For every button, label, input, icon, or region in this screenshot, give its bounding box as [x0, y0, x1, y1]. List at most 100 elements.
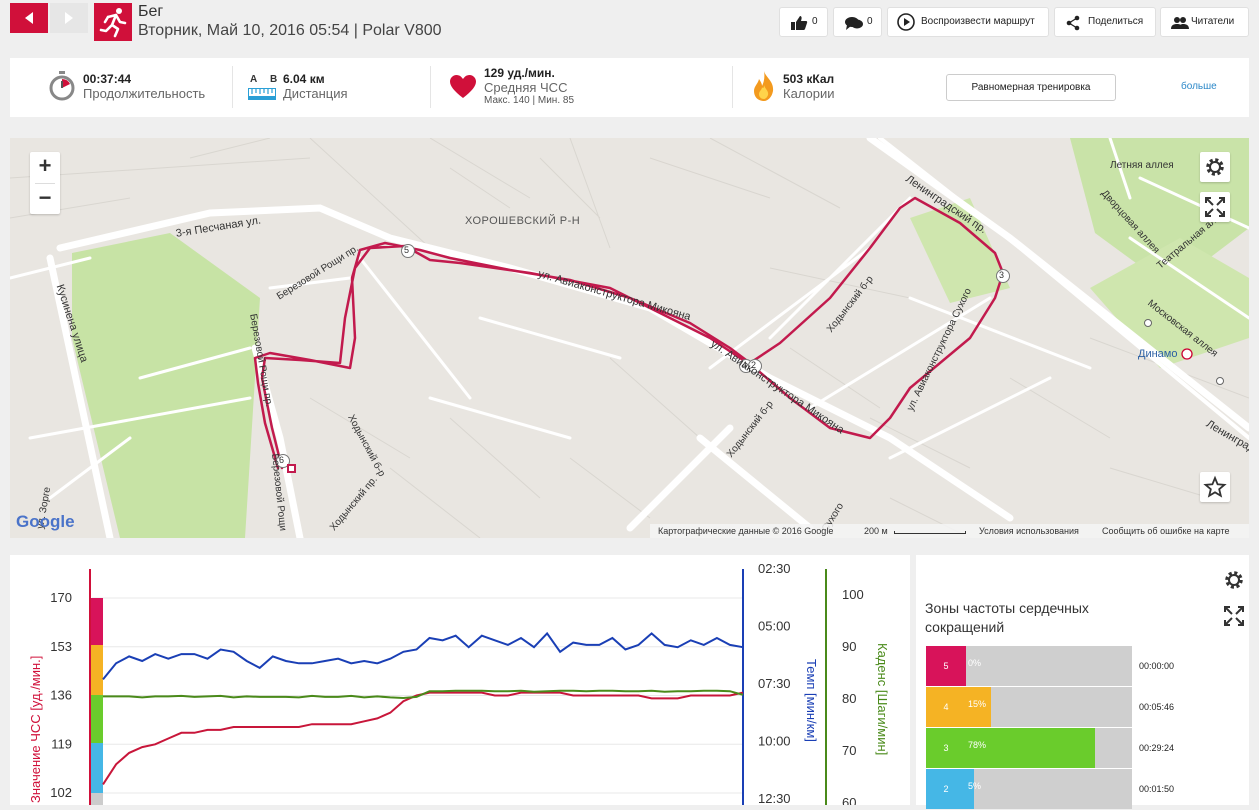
arrow-left-icon	[25, 12, 33, 24]
back-button[interactable]	[10, 3, 48, 33]
park-area	[1090, 238, 1249, 368]
flame-icon	[754, 71, 774, 101]
chart-settings-button[interactable]	[1220, 566, 1248, 594]
marker-label: 2	[751, 360, 757, 370]
zone-number: 4	[926, 687, 966, 727]
zone-number: 3	[926, 728, 966, 768]
zone-percent: 0%	[968, 658, 982, 668]
pace-tick-label: 05:00	[758, 619, 791, 634]
hr-series-line	[102, 691, 744, 785]
cadence-tick-label: 90	[842, 639, 856, 654]
hr-label: Средняя ЧСС	[484, 80, 568, 95]
activity-chart[interactable]: 170 153 136 119 102 02:30 05:00 07:30 10:00 12:30…	[10, 555, 910, 810]
zone-row: 4 15%	[926, 687, 1132, 727]
hr-zone-strip	[91, 598, 103, 645]
people-icon	[1171, 17, 1189, 29]
thumbs-up-icon	[791, 16, 808, 30]
comments-button[interactable]: 0	[833, 7, 882, 37]
session-info: Вторник, Май 10, 2016 05:54 | Polar V800	[138, 22, 442, 39]
favorite-button[interactable]	[1200, 472, 1230, 502]
pace-series-line	[102, 631, 744, 681]
zone-bar	[966, 728, 1096, 768]
like-button[interactable]: 0	[779, 7, 828, 37]
chart-fullscreen-button[interactable]	[1220, 602, 1248, 630]
cadence-series-line	[103, 689, 744, 700]
running-icon	[94, 3, 132, 41]
cadence-axis-title: Каденс [Шаги/мин]	[875, 643, 890, 755]
share-icon	[1066, 15, 1080, 31]
hr-tick-label: 170	[50, 590, 72, 605]
zone-time: 00:01:50	[1139, 784, 1175, 794]
share-button[interactable]: Поделиться	[1054, 7, 1156, 37]
cadence-tick-label: 100	[842, 587, 864, 602]
marker-label: 3	[999, 270, 1005, 280]
marker-label: 6	[279, 455, 285, 465]
summary-panel: 00:37:44 Продолжительность A B 6.04 км Д…	[10, 58, 1249, 117]
hr-tick-label: 102	[50, 785, 72, 800]
duration-value: 00:37:44	[83, 72, 132, 86]
distance-value: 6.04 км	[283, 72, 325, 86]
hr-zone-strip	[91, 645, 103, 695]
arrow-right-icon	[65, 12, 73, 24]
zone-percent: 5%	[968, 781, 982, 791]
marker-label: 5	[404, 245, 410, 255]
workout-type-button[interactable]: Равномерная тренировка	[946, 74, 1116, 101]
followers-button[interactable]: Читатели	[1160, 7, 1249, 37]
google-logo: Google	[16, 512, 75, 531]
zone-number: 5	[926, 646, 966, 686]
replay-route-button[interactable]: Воспроизвести маршрут	[887, 7, 1049, 37]
gear-icon	[1225, 571, 1243, 589]
route-line	[253, 196, 1005, 470]
zoom-in-button[interactable]: +	[38, 153, 52, 178]
map-settings-button[interactable]	[1200, 152, 1230, 182]
station-label: Динамо	[1138, 348, 1178, 360]
zoom-out-button[interactable]: −	[38, 185, 52, 210]
pace-tick-label: 07:30	[758, 676, 791, 691]
fullscreen-icon	[1224, 606, 1244, 626]
hr-minmax: Макс. 140 | Мин. 85	[484, 95, 575, 106]
pace-tick-label: 10:00	[758, 734, 791, 749]
zoom-controls: + −	[30, 152, 60, 214]
divider	[430, 66, 431, 108]
hr-tick-label: 153	[50, 639, 72, 654]
park-area	[910, 198, 1010, 303]
park-area	[72, 233, 260, 538]
cadence-tick-label: 80	[842, 691, 856, 706]
hr-zone-strip	[91, 743, 103, 793]
chart-panel: 170 153 136 119 102 02:30 05:00 07:30 10:00 12:30…	[10, 555, 910, 810]
zone-row: 2 5%	[926, 769, 1132, 809]
top-bar: Бег Вторник, Май 10, 2016 05:54 | Polar …	[0, 0, 1259, 50]
duration-label: Продолжительность	[83, 86, 206, 101]
zone-bar	[966, 769, 975, 809]
distance-label: Дистанция	[283, 86, 348, 101]
scale-bar	[894, 531, 966, 534]
zone-bar	[966, 687, 991, 727]
route-map[interactable]: ХОРОШЕВСКИЙ Р-Н ул. Авиаконструктора Мик…	[10, 138, 1249, 538]
hr-axis-title: Значение ЧСС [уд./мин.]	[28, 656, 43, 803]
zone-row: 5 0%	[926, 646, 1132, 686]
hr-value: 129 уд./мин.	[484, 66, 555, 80]
street-label: Летняя аллея	[1110, 160, 1174, 171]
zone-row: 3 78%	[926, 728, 1132, 768]
hr-tick-label: 119	[51, 736, 72, 751]
more-link[interactable]: больше	[1181, 81, 1217, 92]
cadence-tick-label: 70	[842, 743, 856, 758]
sport-name: Бег	[138, 3, 164, 20]
zone-percent: 78%	[968, 740, 987, 750]
pace-tick-label: 02:30	[758, 561, 791, 576]
play-circle-icon	[897, 13, 915, 31]
fullscreen-icon	[1205, 197, 1225, 217]
gear-icon	[1206, 158, 1224, 176]
comment-icon	[845, 17, 863, 30]
forward-button[interactable]	[50, 3, 88, 33]
divider	[232, 66, 233, 108]
terms-link[interactable]: Условия использования	[979, 526, 1079, 536]
zone-time: 00:29:24	[1139, 743, 1175, 753]
zone-time: 00:00:00	[1139, 661, 1175, 671]
calories-label: Калории	[783, 86, 835, 101]
fullscreen-button[interactable]	[1200, 192, 1230, 222]
report-link[interactable]: Сообщить об ошибке на карте	[1102, 526, 1230, 536]
pace-tick-label: 12:30	[758, 791, 791, 805]
calories-value: 503 кКал	[783, 72, 835, 86]
divider	[732, 66, 733, 108]
